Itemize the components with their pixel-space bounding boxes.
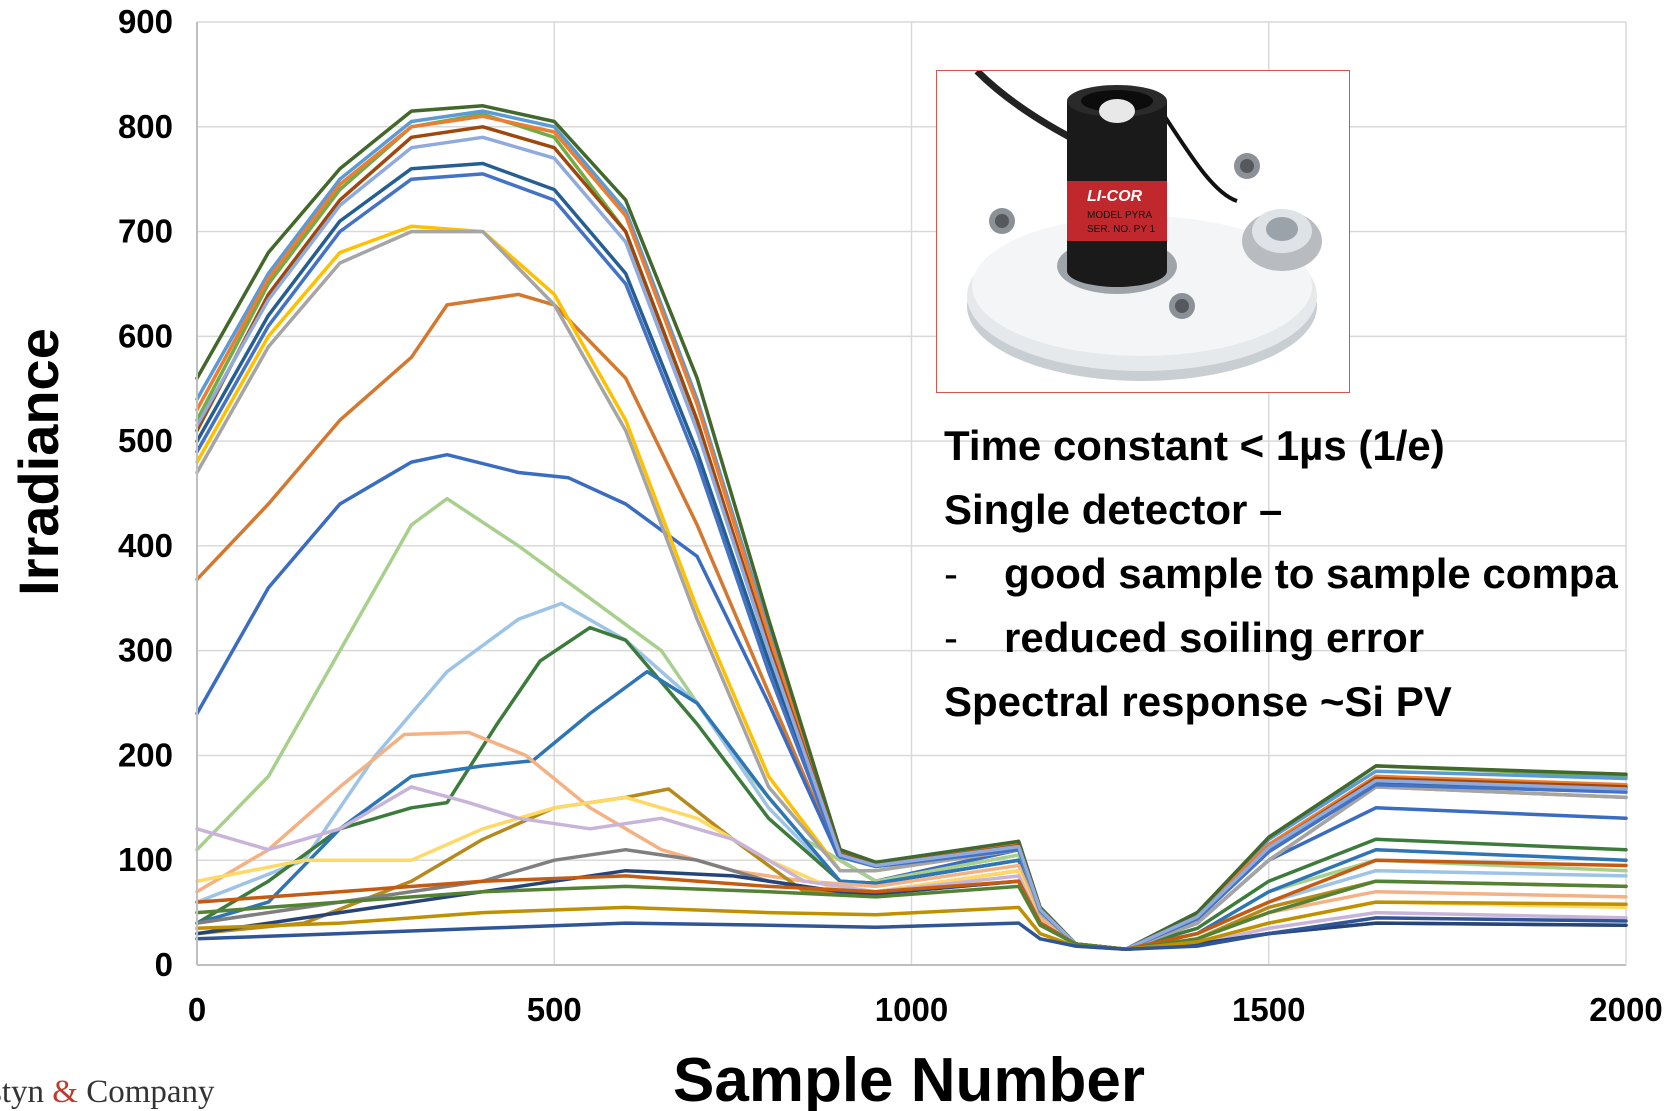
series-line-24: [195, 879, 1628, 952]
model-label: MODEL PYRA: [1087, 210, 1153, 221]
chart-grid: [197, 21, 1627, 965]
brand-label: LI-COR: [1087, 188, 1143, 205]
y-tick-label: 500: [118, 422, 173, 459]
y-tick-label: 400: [118, 527, 173, 564]
x-tick-label: 0: [188, 991, 206, 1028]
y-tick-label: 800: [118, 108, 173, 145]
note-bullet-sample-comparison: - good sample to sample compa: [944, 553, 1618, 595]
y-axis-title: Irradiance: [7, 328, 70, 596]
footer-text-right: Company: [77, 1074, 215, 1110]
y-tick-label: 600: [118, 317, 173, 354]
x-axis-title: Sample Number: [673, 1046, 1145, 1111]
series-line-14: [195, 229, 1628, 952]
note-single-detector: Single detector –: [944, 486, 1283, 533]
series-line-26: [195, 916, 1628, 952]
y-tick-label: 700: [118, 213, 173, 250]
bullet-text: reduced soiling error: [1004, 614, 1425, 661]
note-spectral-response: Spectral response ~Si PV: [944, 678, 1452, 725]
series-line-21: [195, 172, 1628, 952]
y-tick-label: 100: [118, 841, 173, 878]
series-line-25: [195, 900, 1628, 952]
chart-tick-labels: 0 100 200 300 400 500 600 700 800 900 0 500 1000 1500…: [118, 3, 1663, 1028]
series-line-23: [195, 858, 1628, 952]
bullet-dash: -: [944, 614, 958, 661]
note-time-constant: Time constant < 1µs (1/e): [944, 422, 1445, 469]
chart-axes: [196, 22, 1626, 966]
company-logo-text: gustyn & Company: [0, 1074, 215, 1111]
y-tick-label: 900: [118, 3, 173, 40]
serial-label: SER. NO. PY 1: [1087, 224, 1156, 235]
x-tick-label: 1500: [1232, 991, 1305, 1028]
y-tick-label: 300: [118, 632, 173, 669]
footer-ampersand: &: [52, 1074, 78, 1110]
pyranometer-photo: LI-COR MODEL PYRA SER. NO. PY 1: [936, 68, 1350, 393]
y-tick-label: 0: [155, 946, 173, 983]
x-tick-label: 2000: [1589, 991, 1662, 1028]
chart-series-group: [195, 104, 1628, 952]
series-line-5: [195, 625, 1628, 952]
x-tick-label: 500: [527, 991, 582, 1028]
x-tick-label: 1000: [875, 991, 948, 1028]
series-line-22: [195, 135, 1628, 952]
note-bullet-soiling: - reduced soiling error: [944, 617, 1424, 659]
pyranometer-illustration: LI-COR MODEL PYRA SER. NO. PY 1: [967, 68, 1322, 381]
footer-text-left: gustyn: [0, 1074, 45, 1110]
bullet-dash: -: [944, 550, 958, 597]
bullet-text: good sample to sample compa: [1004, 550, 1618, 597]
y-tick-label: 200: [118, 736, 173, 773]
